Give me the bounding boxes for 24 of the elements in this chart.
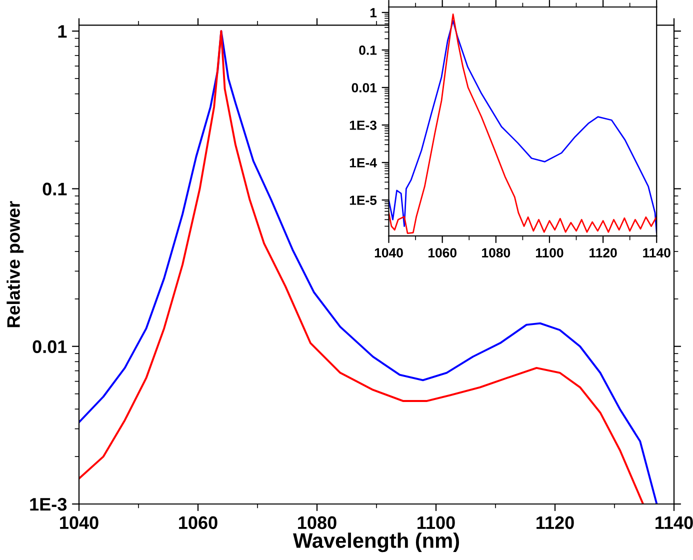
- y-tick-label: 0.01: [352, 83, 377, 92]
- y-tick-label: 1E-5: [350, 196, 377, 205]
- x-tick-label: 1060: [428, 248, 456, 258]
- y-tick-label: 1: [370, 8, 377, 18]
- y-axis-title: Relative power: [6, 201, 24, 328]
- x-tick-label: 1080: [298, 516, 336, 530]
- y-tick-label: 1E-4: [350, 158, 377, 168]
- x-tick-label: 1060: [179, 516, 218, 530]
- x-tick-label: 1120: [536, 516, 574, 530]
- x-tick-label: 1120: [590, 248, 617, 258]
- y-tick-label: 1E-3: [30, 498, 67, 511]
- x-tick-label: 1100: [418, 516, 455, 530]
- y-tick-label: 0.1: [359, 46, 377, 55]
- x-tick-label: 1040: [60, 516, 98, 530]
- x-axis-title: Wavelength (nm): [293, 532, 459, 552]
- y-tick-label: 0.01: [32, 340, 67, 354]
- x-tick-label: 1140: [656, 516, 693, 530]
- y-tick-label: 1: [58, 25, 67, 38]
- x-tick-label: 1080: [482, 248, 510, 258]
- x-tick-label: 1100: [536, 248, 564, 258]
- x-tick-label: 1040: [374, 248, 403, 258]
- x-tick-label: 1140: [643, 248, 670, 258]
- y-tick-label: 1E-3: [350, 120, 376, 130]
- y-tick-label: 0.1: [42, 182, 67, 196]
